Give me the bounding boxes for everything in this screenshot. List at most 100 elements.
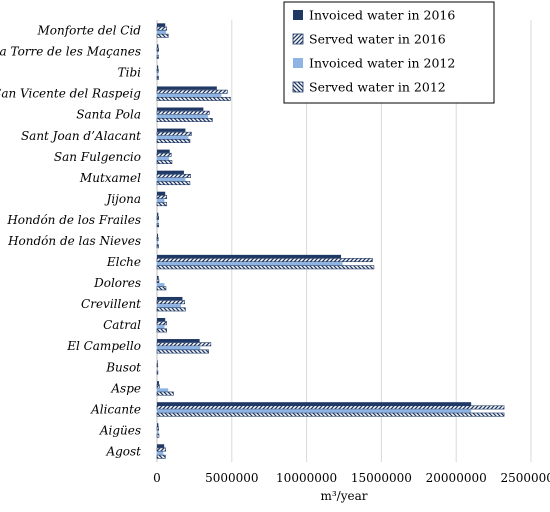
category-label: Catral — [103, 318, 141, 332]
bar — [156, 160, 173, 165]
bar — [157, 114, 208, 119]
legend-label: Invoiced water in 2012 — [309, 56, 455, 71]
bar — [157, 402, 472, 406]
bar — [157, 325, 165, 329]
bar — [157, 360, 158, 364]
bar — [157, 177, 186, 182]
legend-box — [283, 1, 495, 104]
bar — [156, 370, 159, 375]
bar — [156, 391, 174, 396]
bar — [157, 191, 166, 196]
category-label: San Vicente del Raspeig — [0, 87, 141, 101]
bar — [156, 54, 159, 59]
bar — [156, 433, 160, 438]
category-label: Busot — [105, 360, 141, 374]
x-tick-label: 5000000 — [205, 471, 258, 485]
bar — [157, 346, 201, 350]
bar — [157, 86, 217, 90]
bar — [157, 65, 159, 69]
bar — [157, 451, 164, 455]
legend: Invoiced water in 2016 Served water in 20… — [283, 1, 495, 104]
bar — [157, 135, 189, 140]
bar — [156, 300, 185, 305]
bar — [157, 430, 159, 434]
bar — [157, 444, 165, 448]
bar — [157, 23, 166, 27]
category-label: Crevillent — [81, 297, 141, 311]
x-tick-label: 15000000 — [351, 471, 412, 485]
bar — [157, 93, 222, 97]
x-tick-label: 10000000 — [276, 471, 337, 485]
bar — [156, 342, 212, 347]
bar — [156, 223, 159, 228]
bar — [156, 244, 159, 249]
bar — [156, 131, 192, 136]
bar — [156, 195, 168, 199]
category-label: Jijona — [104, 192, 141, 206]
bar — [156, 412, 505, 417]
bar — [156, 118, 213, 122]
bar — [157, 275, 159, 280]
bar — [157, 409, 472, 413]
category-label: Alicante — [90, 402, 141, 416]
category-label: Agost — [105, 444, 141, 458]
bar — [156, 110, 210, 115]
bar — [156, 307, 186, 312]
x-axis-title: m³/year — [320, 489, 367, 503]
bar — [156, 363, 159, 368]
bar — [156, 75, 159, 80]
bar — [156, 173, 191, 178]
category-label: Elche — [106, 255, 141, 269]
bar — [156, 47, 159, 52]
category-label: Aigües — [99, 423, 141, 437]
bar — [156, 384, 160, 389]
bar — [157, 339, 200, 343]
legend-label: Served water in 2016 — [309, 32, 446, 47]
bar — [156, 152, 172, 157]
bar — [156, 202, 168, 207]
bar — [156, 426, 159, 431]
bar — [156, 33, 169, 38]
bar — [156, 181, 191, 186]
bar — [157, 241, 159, 245]
category-label: Sant Joan d’Alacant — [21, 129, 141, 143]
bar — [156, 216, 159, 220]
bar — [156, 68, 159, 73]
x-tick-label: 0 — [153, 471, 161, 485]
category-label: Monforte del Cid — [36, 24, 141, 38]
bar — [156, 454, 166, 459]
bar — [157, 304, 181, 308]
bar — [157, 72, 159, 76]
legend-swatch — [292, 81, 304, 93]
bar — [157, 51, 159, 55]
category-label: Dolores — [93, 276, 141, 290]
bar — [157, 233, 159, 238]
x-tick-labels: 0 5000000 10000000 15000000 20000000 25000000 — [153, 471, 550, 485]
category-label: La Torre de les Maçanes — [0, 45, 141, 59]
bar — [156, 321, 168, 326]
bar — [156, 349, 209, 354]
legend-swatch — [293, 10, 303, 20]
legend-swatch — [293, 58, 303, 68]
bar — [157, 44, 159, 48]
bar — [157, 30, 166, 34]
bar — [156, 286, 167, 291]
bar — [156, 279, 160, 284]
legend-label: Invoiced water in 2016 — [309, 8, 455, 23]
bar — [157, 262, 343, 266]
bar — [157, 423, 159, 427]
category-label: Tibi — [118, 66, 142, 80]
bar — [157, 381, 159, 385]
bar — [157, 156, 169, 161]
bar — [157, 296, 183, 301]
bar — [157, 219, 159, 224]
legend-swatch — [292, 33, 304, 45]
bar — [157, 128, 186, 132]
bar — [156, 89, 228, 94]
bar — [156, 265, 375, 270]
bar — [157, 107, 204, 111]
category-labels: Monforte del Cid La Torre de les Maçanes T… — [0, 24, 141, 459]
bar — [156, 447, 166, 452]
bar — [157, 388, 169, 392]
